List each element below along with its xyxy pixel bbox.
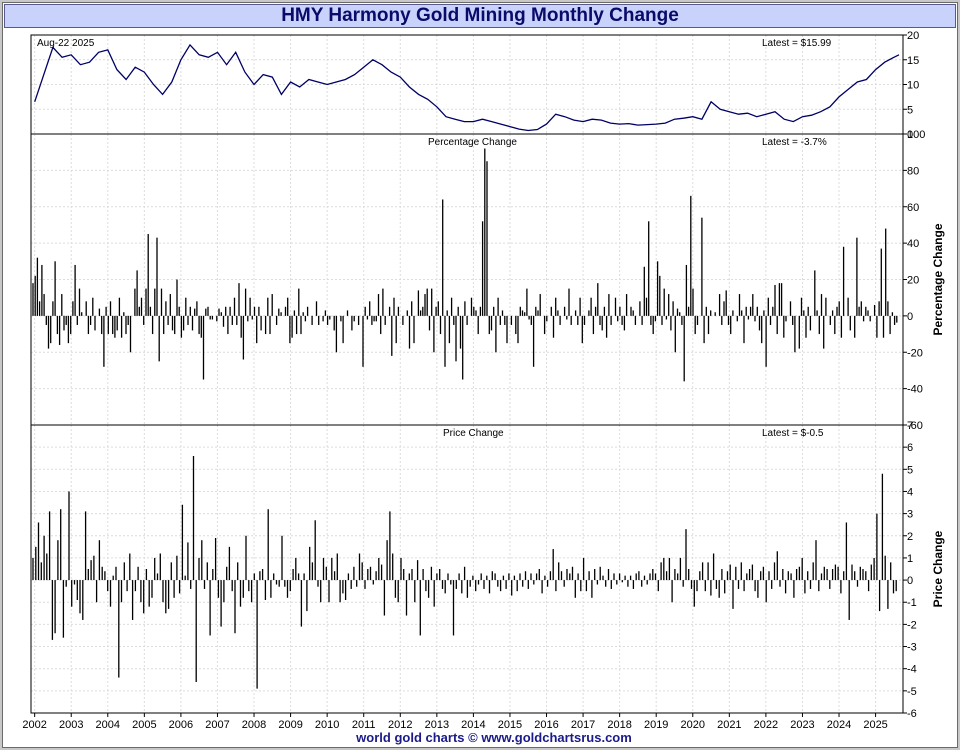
panel-3: [30, 424, 907, 714]
y-tick-label: -2: [907, 619, 917, 631]
x-tick-label: 2025: [863, 719, 887, 731]
price-line: [34, 43, 900, 132]
x-tick-label: 2019: [644, 719, 668, 731]
y-tick-label: -20: [907, 347, 923, 359]
title-bar: HMY Harmony Gold Mining Monthly Change: [4, 4, 956, 28]
footer-credit: world gold charts © www.goldchartsrus.co…: [356, 730, 632, 745]
y-tick-label: 10: [907, 80, 919, 92]
x-tick-label: 2021: [717, 719, 741, 731]
x-tick-label: 2024: [827, 719, 851, 731]
x-tick-label: 2022: [754, 719, 778, 731]
x-tick-label: 2005: [132, 719, 156, 731]
x-tick-label: 2023: [790, 719, 814, 731]
x-tick-label: 2017: [571, 719, 595, 731]
latest-label: Latest = $15.99: [762, 38, 832, 49]
date-label: Aug-22 2025: [37, 38, 95, 49]
y-tick-label: 80: [907, 165, 919, 177]
y-tick-label: -6: [907, 708, 917, 720]
x-tick-label: 2012: [388, 719, 412, 731]
y-tick-label: -40: [907, 384, 923, 396]
x-tick-label: 2016: [534, 719, 558, 731]
y-axis-label: Price Change: [931, 530, 945, 607]
x-tick-label: 2008: [242, 719, 266, 731]
panel-1: [30, 34, 907, 135]
y-tick-label: 0: [907, 129, 913, 141]
panel-border: [30, 424, 904, 714]
y-tick-label: 6: [907, 442, 913, 454]
y-tick-label: 5: [907, 464, 913, 476]
x-tick-label: 2020: [681, 719, 705, 731]
panel-subtitle: Price Change: [443, 428, 504, 439]
x-tick-label: 2003: [59, 719, 83, 731]
x-tick-label: 2002: [22, 719, 46, 731]
x-tick-label: 2013: [425, 719, 449, 731]
y-tick-label: 20: [907, 30, 919, 42]
y-tick-label: 4: [907, 486, 913, 498]
y-tick-label: -1: [907, 597, 917, 609]
y-tick-label: 1: [907, 553, 913, 565]
x-tick-label: 2018: [607, 719, 631, 731]
x-tick-label: 2007: [205, 719, 229, 731]
y-tick-label: 100: [907, 129, 925, 141]
y-tick-label: 60: [907, 202, 919, 214]
panel-2: [30, 133, 907, 426]
y-tick-label: 5: [907, 104, 913, 116]
y-tick-label: 20: [907, 275, 919, 287]
x-tick-label: 2015: [498, 719, 522, 731]
y-tick-label: 15: [907, 55, 919, 67]
y-tick-label: -5: [907, 686, 917, 698]
y-tick-label: 7: [907, 420, 913, 432]
y-tick-label: -3: [907, 642, 917, 654]
y-tick-label: 0: [907, 311, 913, 323]
latest-label: Latest = -3.7%: [762, 137, 827, 148]
y-tick-label: -4: [907, 664, 917, 676]
y-tick-label: 3: [907, 509, 913, 521]
latest-label: Latest = $-0.5: [762, 428, 824, 439]
x-tick-label: 2011: [352, 719, 376, 731]
x-tick-label: 2004: [96, 719, 120, 731]
y-tick-label: 0: [907, 575, 913, 587]
panel-subtitle: Percentage Change: [428, 137, 517, 148]
y-tick-label: 2: [907, 531, 913, 543]
x-tick-label: 2009: [278, 719, 302, 731]
y-axis-label: Percentage Change: [931, 223, 945, 335]
x-tick-label: 2006: [169, 719, 193, 731]
y-tick-label: -60: [907, 420, 923, 432]
y-tick-label: 40: [907, 238, 919, 250]
chart-title: HMY Harmony Gold Mining Monthly Change: [281, 5, 679, 26]
x-tick-label: 2014: [461, 719, 485, 731]
x-tick-label: 2010: [315, 719, 339, 731]
